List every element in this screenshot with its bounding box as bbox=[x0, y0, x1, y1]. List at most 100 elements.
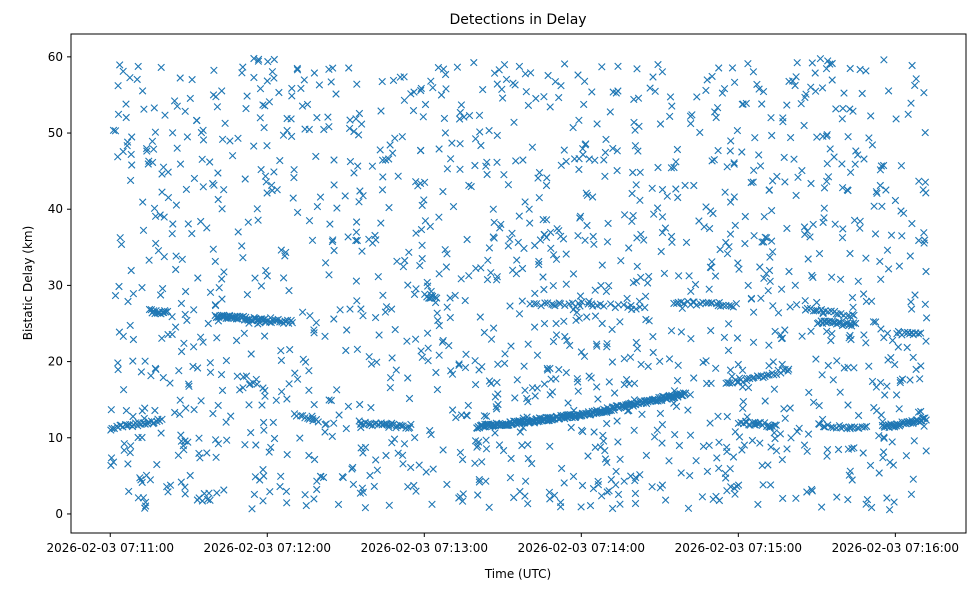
detection-point bbox=[875, 469, 883, 477]
detection-point bbox=[399, 263, 408, 271]
detection-point bbox=[832, 105, 840, 113]
detection-point bbox=[589, 484, 598, 493]
detection-point bbox=[654, 163, 662, 172]
detection-point bbox=[378, 186, 387, 194]
detection-point bbox=[195, 449, 203, 458]
detection-point bbox=[415, 461, 423, 469]
detection-point bbox=[919, 186, 927, 194]
detection-point bbox=[714, 146, 722, 155]
detection-point bbox=[241, 441, 249, 449]
detection-point bbox=[352, 218, 361, 226]
detection-point bbox=[159, 373, 167, 382]
detection-point bbox=[634, 94, 643, 102]
detection-point bbox=[816, 55, 825, 63]
detection-point bbox=[126, 321, 134, 330]
detection-point bbox=[482, 162, 490, 170]
detection-point bbox=[290, 166, 298, 174]
detection-point bbox=[833, 493, 841, 501]
detection-point bbox=[808, 271, 816, 280]
detection-point bbox=[158, 415, 166, 423]
detection-point bbox=[713, 104, 722, 112]
detection-point bbox=[600, 156, 608, 164]
detection-point bbox=[848, 476, 856, 484]
detection-point bbox=[891, 196, 900, 205]
detection-point bbox=[213, 489, 221, 497]
detection-point bbox=[712, 113, 720, 122]
detection-point bbox=[439, 446, 447, 454]
detection-point bbox=[179, 442, 187, 450]
detection-point bbox=[612, 467, 620, 476]
detection-point bbox=[531, 392, 539, 400]
detection-point bbox=[446, 155, 455, 163]
x-axis-label: Time (UTC) bbox=[484, 567, 551, 581]
detection-point bbox=[122, 406, 131, 415]
detection-point bbox=[769, 302, 777, 310]
detection-point bbox=[171, 408, 179, 417]
detection-point bbox=[400, 73, 408, 81]
detection-point bbox=[908, 219, 916, 228]
detection-point bbox=[791, 281, 799, 289]
detection-point bbox=[720, 333, 729, 342]
detection-point bbox=[407, 90, 415, 98]
detection-point bbox=[549, 251, 558, 259]
detection-point bbox=[851, 160, 859, 168]
detection-point bbox=[386, 374, 395, 382]
detection-point bbox=[803, 447, 811, 455]
detection-point bbox=[829, 423, 837, 432]
detection-point bbox=[359, 312, 367, 320]
detection-point bbox=[583, 221, 591, 230]
detection-point bbox=[823, 452, 831, 460]
detection-point bbox=[555, 93, 563, 102]
detection-point bbox=[836, 424, 845, 432]
detection-point bbox=[386, 384, 394, 392]
detection-point bbox=[668, 102, 676, 110]
detection-point bbox=[883, 382, 891, 390]
detection-point bbox=[346, 116, 354, 124]
detection-point bbox=[730, 159, 738, 167]
detection-point bbox=[878, 202, 886, 210]
detection-point bbox=[632, 338, 640, 347]
detection-point bbox=[518, 264, 527, 273]
detection-point bbox=[766, 481, 775, 489]
detection-point bbox=[836, 388, 844, 396]
detection-point bbox=[872, 407, 881, 415]
detection-point bbox=[158, 284, 167, 293]
detection-point bbox=[346, 305, 354, 313]
detection-point bbox=[283, 126, 291, 135]
detection-point bbox=[258, 401, 266, 409]
detection-point bbox=[199, 338, 207, 346]
detection-point bbox=[325, 65, 333, 73]
detection-point bbox=[738, 446, 746, 454]
detection-point bbox=[622, 375, 631, 384]
detection-point bbox=[849, 107, 857, 115]
detection-point bbox=[570, 155, 579, 163]
detection-point bbox=[404, 483, 412, 491]
detection-point bbox=[321, 332, 329, 340]
detection-point bbox=[315, 81, 324, 89]
detection-point bbox=[181, 483, 189, 491]
detection-point bbox=[650, 433, 659, 441]
detection-point bbox=[863, 495, 872, 504]
detection-point bbox=[151, 364, 160, 373]
detection-point bbox=[629, 211, 637, 220]
detection-point bbox=[728, 64, 737, 72]
detection-point bbox=[862, 500, 870, 508]
detection-point bbox=[691, 280, 700, 289]
detection-point bbox=[916, 329, 925, 337]
detection-point bbox=[146, 476, 155, 484]
detection-point bbox=[483, 275, 492, 284]
detection-point bbox=[540, 319, 549, 328]
detection-point bbox=[705, 441, 713, 449]
detection-point bbox=[606, 108, 614, 116]
detection-point bbox=[850, 216, 859, 224]
detection-point bbox=[126, 74, 134, 82]
detection-point bbox=[290, 173, 298, 182]
detection-point bbox=[181, 107, 189, 115]
detection-point bbox=[452, 413, 460, 422]
detection-point bbox=[367, 403, 375, 412]
detection-point bbox=[759, 481, 767, 489]
detection-point bbox=[574, 232, 582, 240]
detection-point bbox=[681, 181, 689, 190]
detection-point bbox=[477, 264, 485, 272]
detection-point bbox=[161, 308, 170, 316]
